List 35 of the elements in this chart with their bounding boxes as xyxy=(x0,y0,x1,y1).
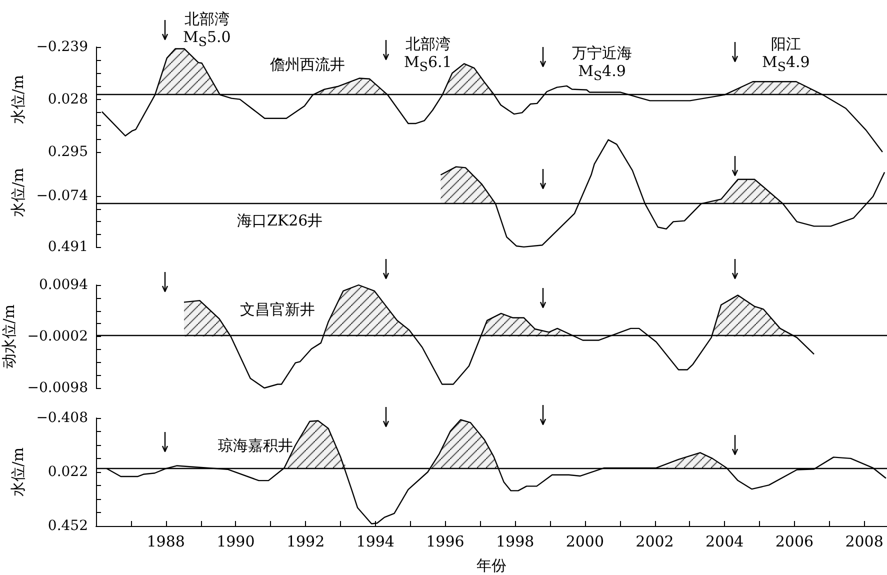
x-tick-label: 1996 xyxy=(426,532,464,550)
y-tick-label: −0.0002 xyxy=(27,328,88,344)
x-tick-label: 2008 xyxy=(845,532,884,550)
x-tick-label: 1994 xyxy=(356,532,394,550)
x-tick-label: 1988 xyxy=(146,532,185,550)
y-tick-label: 0.0094 xyxy=(39,277,88,293)
y-tick-label: −0.0098 xyxy=(27,380,88,396)
y-axis-title: 水位/m xyxy=(8,447,27,497)
y-tick-label: 0.491 xyxy=(48,239,88,255)
annotation: 北部湾 M$_{S}$6.1 xyxy=(404,35,452,76)
annotation: 阳江 M$_{S}$4.9 xyxy=(762,35,810,76)
text: 海口ZK26井 xyxy=(237,212,323,230)
y-tick-label: −0.239 xyxy=(36,39,88,55)
y-tick-label: 0.022 xyxy=(48,464,88,480)
y-axis-title: 水位/m xyxy=(8,74,27,124)
x-tick-label: 1992 xyxy=(286,532,325,550)
y-axis-title: 动水位/m xyxy=(0,304,18,369)
text: 琼海嘉积井 xyxy=(218,436,293,454)
annotation: 万宁近海 M$_{S}$4.9 xyxy=(572,44,632,85)
x-tick-label: 2002 xyxy=(636,532,674,550)
x-tick-label: 2000 xyxy=(566,532,604,550)
text: 文昌官新井 xyxy=(240,300,315,318)
x-axis-title: 年份 xyxy=(476,556,506,574)
y-tick-label: 0.295 xyxy=(48,144,88,160)
y-tick-label: 0.028 xyxy=(48,92,88,108)
x-tick-label: 2006 xyxy=(775,532,814,550)
annotation: 北部湾 M$_{S}$5.0 xyxy=(183,10,231,51)
text: 儋州西流井 xyxy=(270,56,345,74)
y-tick-label: −0.408 xyxy=(36,410,88,426)
x-tick-label: 1990 xyxy=(216,532,255,550)
x-tick-label: 1998 xyxy=(496,532,534,550)
x-tick-label: 2004 xyxy=(706,532,744,550)
y-axis-title: 水位/m xyxy=(8,168,27,218)
y-tick-label: −0.074 xyxy=(36,188,88,204)
y-tick-label: 0.452 xyxy=(48,518,88,534)
